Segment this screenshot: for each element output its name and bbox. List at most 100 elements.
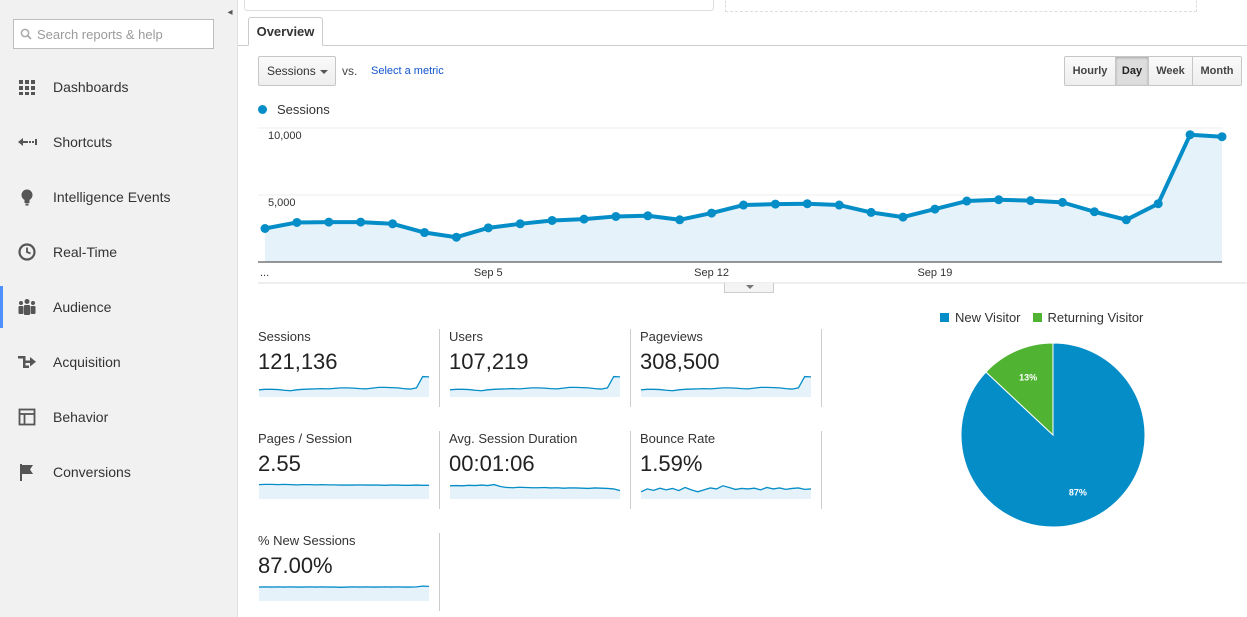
- sparkline-line: [259, 585, 429, 588]
- sidebar-item-label: Audience: [53, 299, 112, 315]
- sparkline-area: [641, 485, 811, 499]
- segment-box: [725, 0, 1197, 12]
- sparkline-area: [259, 586, 429, 601]
- data-point[interactable]: [611, 211, 621, 221]
- x-tick-label: ...: [260, 267, 269, 279]
- sparkline: [641, 375, 811, 397]
- legend-label: New Visitor: [955, 310, 1021, 325]
- sparkline-line: [641, 485, 811, 493]
- data-point[interactable]: [1058, 197, 1067, 207]
- expand-chart-toggle[interactable]: [724, 283, 774, 293]
- data-point[interactable]: [260, 224, 270, 233]
- week-button[interactable]: Week: [1149, 57, 1193, 85]
- legend-swatch: [1032, 313, 1042, 322]
- collapse-sidebar-icon[interactable]: ◂: [227, 6, 233, 18]
- scorecard-new-sessions[interactable]: % New Sessions 87.00%: [258, 533, 440, 611]
- data-point[interactable]: [1089, 207, 1099, 217]
- data-point[interactable]: [324, 217, 334, 227]
- scorecard-avg-session-duration[interactable]: Avg. Session Duration 00:01:06: [449, 431, 631, 509]
- sidebar-item-real-time[interactable]: Real-Time: [0, 231, 237, 273]
- data-point[interactable]: [962, 196, 972, 206]
- sidebar-item-shortcuts[interactable]: Shortcuts: [0, 121, 237, 163]
- data-point[interactable]: [770, 199, 780, 209]
- data-point[interactable]: [707, 208, 717, 218]
- sidebar-item-dashboards[interactable]: Dashboards: [0, 66, 237, 108]
- scorecard-label: Sessions: [258, 329, 311, 344]
- sparkline-line: [641, 375, 811, 392]
- sparkline-line: [450, 375, 620, 392]
- data-point[interactable]: [579, 214, 589, 224]
- pie-slice-returning-visitor[interactable]: [985, 342, 1054, 437]
- data-point[interactable]: [1121, 215, 1131, 225]
- data-point[interactable]: [802, 199, 812, 209]
- scorecard-bounce-rate[interactable]: Bounce Rate 1.59%: [640, 431, 822, 509]
- clock-icon: [18, 243, 36, 261]
- search-input[interactable]: [37, 26, 207, 42]
- sidebar-item-intelligence-events[interactable]: Intelligence Events: [0, 176, 237, 218]
- data-point[interactable]: [1153, 199, 1163, 209]
- scorecard-label: Users: [449, 329, 483, 344]
- data-point[interactable]: [866, 207, 876, 217]
- people-icon: [18, 299, 36, 315]
- data-point[interactable]: [1217, 132, 1227, 142]
- sparkline-area: [450, 484, 620, 499]
- sidebar-item-label: Real-Time: [53, 244, 118, 260]
- data-point[interactable]: [675, 215, 685, 225]
- hourly-button[interactable]: Hourly: [1065, 57, 1116, 85]
- month-button[interactable]: Month: [1193, 57, 1241, 85]
- legend-item-new-visitor[interactable]: New Visitor: [940, 310, 1021, 325]
- date-range-box: [244, 0, 714, 11]
- scorecard-label: Pageviews: [640, 329, 703, 344]
- sidebar-item-behavior[interactable]: Behavior: [0, 396, 237, 438]
- legend-label: Returning Visitor: [1047, 310, 1144, 325]
- data-point[interactable]: [930, 204, 940, 214]
- data-point[interactable]: [483, 223, 493, 233]
- legend-item-returning-visitor[interactable]: Returning Visitor: [1032, 310, 1144, 325]
- pie-slice-label: 87%: [1069, 487, 1087, 497]
- pie-legend: New Visitor Returning Visitor: [940, 310, 1155, 325]
- sidebar-item-conversions[interactable]: Conversions: [0, 451, 237, 493]
- scorecard-value: 00:01:06: [449, 451, 535, 476]
- tab-overview[interactable]: Overview: [248, 17, 323, 46]
- legend-label[interactable]: Sessions: [277, 102, 330, 117]
- data-point[interactable]: [356, 217, 366, 227]
- scorecard-sessions[interactable]: Sessions 121,136: [258, 329, 440, 407]
- data-point[interactable]: [994, 195, 1004, 205]
- data-point[interactable]: [420, 228, 429, 238]
- select-metric-link[interactable]: Select a metric: [371, 65, 444, 77]
- data-point[interactable]: [547, 215, 557, 225]
- tab-divider: [238, 45, 1247, 46]
- data-point[interactable]: [1185, 130, 1195, 140]
- data-point[interactable]: [451, 232, 461, 242]
- data-point[interactable]: [1026, 196, 1036, 206]
- sidebar-item-audience[interactable]: Audience: [0, 286, 237, 328]
- sidebar-item-acquisition[interactable]: Acquisition: [0, 341, 237, 383]
- scorecard-pageviews[interactable]: Pageviews 308,500: [640, 329, 822, 407]
- scorecard-value: 107,219: [449, 349, 529, 374]
- scorecard-pages-session[interactable]: Pages / Session 2.55: [258, 431, 440, 509]
- x-tick-label: Sep 5: [474, 267, 503, 279]
- data-point[interactable]: [643, 211, 653, 221]
- sidebar-item-label: Acquisition: [53, 354, 121, 370]
- scorecard-users[interactable]: Users 107,219: [449, 329, 631, 407]
- search-box[interactable]: [13, 19, 214, 49]
- scorecard-value: 1.59%: [640, 451, 703, 476]
- sparkline-area: [259, 376, 429, 397]
- data-point[interactable]: [292, 217, 302, 227]
- metric-select[interactable]: Sessions: [258, 56, 336, 86]
- data-point[interactable]: [388, 219, 398, 229]
- sparkline-area: [641, 376, 811, 397]
- chevron-down-icon: [320, 70, 328, 74]
- data-point[interactable]: [739, 200, 748, 210]
- flag-icon: [20, 464, 33, 481]
- data-point[interactable]: [515, 219, 525, 229]
- data-point[interactable]: [834, 200, 844, 210]
- scorecard-label: Bounce Rate: [640, 431, 716, 446]
- x-tick-label: Sep 12: [694, 267, 729, 279]
- data-point[interactable]: [898, 212, 908, 222]
- sparkline-area: [450, 376, 620, 397]
- shortcut-arrow-icon: [18, 138, 37, 146]
- day-button[interactable]: Day: [1116, 57, 1149, 85]
- legend-swatch: [940, 313, 949, 322]
- chevron-down-icon: [746, 285, 754, 289]
